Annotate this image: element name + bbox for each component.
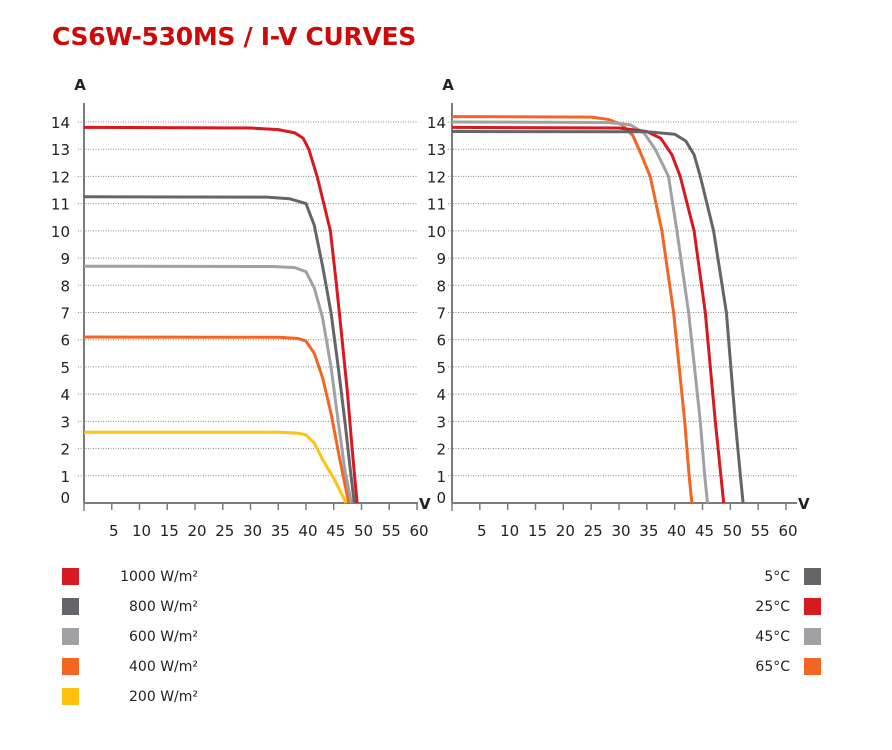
x-tick-label: 55	[382, 522, 401, 540]
y-axis-unit: A	[442, 76, 454, 94]
y-tick-label: 10	[51, 223, 70, 241]
y-tick-label: 13	[51, 141, 70, 159]
series-line-65-c	[451, 115, 694, 504]
x-tick-label: 50	[354, 522, 373, 540]
y-tick-label: 3	[436, 413, 446, 431]
x-tick-label: 20	[556, 522, 575, 540]
legend-swatch	[62, 688, 79, 705]
x-tick-label: 10	[500, 522, 519, 540]
y-tick-label: 14	[427, 114, 446, 132]
y-tick-label: 1	[60, 468, 70, 486]
y-axis-unit: A	[74, 76, 86, 94]
y-tick-label: 11	[51, 196, 70, 214]
series-line-200-w-m-	[84, 430, 348, 504]
x-axis-unit: V	[798, 495, 810, 513]
x-tick-label: 25	[215, 522, 234, 540]
legend-label: 5°C	[764, 569, 790, 585]
x-tick-label: 40	[298, 522, 317, 540]
series-line-45-c	[451, 120, 709, 504]
legend-label: 200 W/m²	[129, 689, 198, 705]
legend-swatch	[62, 658, 79, 675]
chart-title: CS6W-530MS / I-V CURVES	[52, 22, 416, 51]
legend-label: 65°C	[755, 659, 790, 675]
legend-swatch	[804, 658, 821, 675]
y-tick-label: 0	[60, 489, 70, 507]
x-tick-label: 30	[243, 522, 262, 540]
x-tick-label: 10	[132, 522, 151, 540]
x-tick-label: 30	[611, 522, 630, 540]
y-tick-label: 0	[436, 489, 446, 507]
y-tick-label: 5	[436, 359, 446, 377]
y-tick-label: 5	[60, 359, 70, 377]
y-tick-label: 1	[436, 468, 446, 486]
x-axis-unit: V	[419, 495, 431, 513]
y-tick-label: 7	[436, 305, 446, 323]
x-tick-label: 15	[528, 522, 547, 540]
y-tick-label: 4	[60, 386, 70, 404]
x-tick-label: 5	[109, 522, 119, 540]
x-tick-label: 35	[271, 522, 290, 540]
y-tick-label: 8	[60, 277, 70, 295]
y-tick-label: 3	[60, 413, 70, 431]
x-tick-label: 40	[667, 522, 686, 540]
y-tick-label: 6	[60, 332, 70, 350]
x-tick-label: 45	[695, 522, 714, 540]
x-tick-label: 5	[477, 522, 487, 540]
y-tick-label: 12	[427, 168, 446, 186]
legend-label: 25°C	[755, 599, 790, 615]
x-tick-label: 20	[187, 522, 206, 540]
y-tick-label: 13	[427, 141, 446, 159]
series-line-600-w-m-	[83, 264, 353, 504]
y-tick-label: 7	[60, 305, 70, 323]
x-tick-label: 45	[326, 522, 345, 540]
legend-label: 400 W/m²	[129, 659, 198, 675]
x-tick-label: 50	[723, 522, 742, 540]
y-tick-label: 6	[436, 332, 446, 350]
x-tick-label: 55	[751, 522, 770, 540]
x-tick-label: 60	[409, 522, 428, 540]
x-tick-label: 35	[639, 522, 658, 540]
legend-swatch	[804, 628, 821, 645]
y-tick-label: 4	[436, 386, 446, 404]
series-line-25-c	[451, 125, 726, 504]
y-tick-label: 2	[436, 441, 446, 459]
y-tick-label: 12	[51, 168, 70, 186]
y-tick-label: 9	[60, 250, 70, 268]
legend-swatch	[62, 598, 79, 615]
legend-swatch	[62, 568, 79, 585]
y-tick-label: 9	[436, 250, 446, 268]
y-tick-label: 11	[427, 196, 446, 214]
series-line-400-w-m-	[83, 335, 351, 504]
legend-swatch	[804, 598, 821, 615]
series-line-5-c	[451, 130, 745, 504]
y-tick-label: 8	[436, 277, 446, 295]
series-line-1000-w-m-	[83, 125, 359, 504]
legend-label: 1000 W/m²	[120, 569, 198, 585]
legend-swatch	[62, 628, 79, 645]
series-line-800-w-m-	[83, 195, 356, 504]
legend-swatch	[804, 568, 821, 585]
y-tick-label: 2	[60, 441, 70, 459]
y-tick-label: 14	[51, 114, 70, 132]
legend-label: 600 W/m²	[129, 629, 198, 645]
x-tick-label: 25	[584, 522, 603, 540]
y-tick-label: 10	[427, 223, 446, 241]
legend-label: 45°C	[755, 629, 790, 645]
x-tick-label: 60	[778, 522, 797, 540]
legend-label: 800 W/m²	[129, 599, 198, 615]
x-tick-label: 15	[160, 522, 179, 540]
